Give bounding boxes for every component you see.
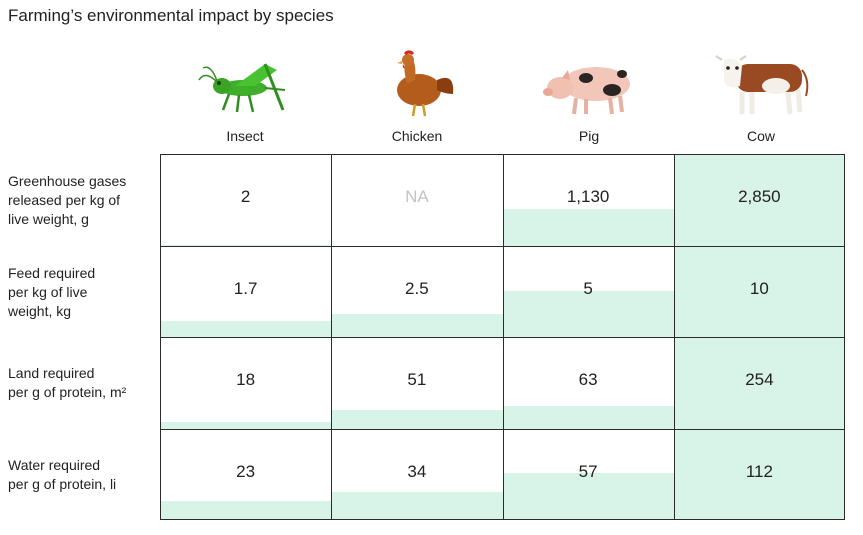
row-label-feed-required: Feed required per kg of live weight, kg (8, 264, 158, 321)
cell-value: 34 (407, 461, 427, 481)
table-cell: NA (331, 154, 503, 246)
grid-line-horizontal (160, 154, 845, 155)
value-bar (160, 501, 332, 520)
table-cell: 23 (160, 428, 332, 520)
cell-value: 5 (583, 278, 593, 298)
cell-value: 57 (578, 461, 598, 481)
table-cell: 2.5 (331, 245, 503, 337)
column-label-chicken: Chicken (391, 128, 443, 144)
grasshopper-icon (160, 50, 330, 122)
table-cell: 254 (673, 337, 845, 429)
chart-title: Farming’s environmental impact by specie… (8, 6, 334, 25)
table-cell: 5 (502, 245, 674, 337)
value-bar (673, 245, 845, 337)
value-bar (673, 428, 845, 520)
value-bar (502, 291, 674, 337)
table-cell: 63 (502, 337, 674, 429)
value-bar (673, 337, 845, 429)
cell-value: 2 (240, 187, 251, 206)
row-label-line: Greenhouse gases (8, 173, 127, 189)
cell-value: NA (405, 187, 429, 206)
table-cell: 18 (160, 337, 332, 429)
table-cell: 2,850 (673, 154, 845, 246)
row-label-greenhouse-gases: Greenhouse gases released per kg of live… (8, 172, 158, 229)
chicken-icon (332, 50, 502, 122)
cell-value: 2,850 (738, 187, 781, 206)
row-label-line: Feed required (8, 265, 96, 281)
row-label-water-required: Water required per g of protein, li (8, 456, 158, 494)
value-bar (502, 209, 674, 246)
grid-line-horizontal (160, 337, 845, 338)
value-bar (502, 405, 674, 429)
row-label-land-required: Land required per g of protein, m² (8, 364, 158, 402)
grid-line-horizontal (160, 519, 845, 520)
cell-value: 63 (578, 370, 598, 389)
data-table: 2 NA 1,130 2,850 1.7 2.5 5 10 18 51 63 254 23 34 57 112 (160, 154, 845, 520)
cell-value: 10 (749, 278, 769, 298)
column-label-insect: Insect (226, 128, 264, 144)
row-label-line: per g of protein, li (8, 476, 117, 492)
grid-line-horizontal (160, 428, 845, 430)
grid-line-horizontal (160, 245, 845, 247)
cell-value: 2.5 (405, 278, 429, 298)
table-cell: 34 (331, 428, 503, 520)
value-bar (673, 154, 845, 246)
cow-icon (676, 50, 846, 122)
table-cell: 2 (160, 154, 332, 246)
value-bar (160, 422, 332, 429)
cell-value: 254 (745, 370, 774, 389)
value-bar (502, 473, 674, 520)
value-bar (331, 314, 503, 337)
row-label-line: released per kg of (8, 192, 121, 208)
row-label-line: Land required (8, 365, 95, 381)
pig-icon (504, 50, 674, 122)
table-cell: 1,130 (502, 154, 674, 246)
value-bar (331, 410, 503, 429)
row-label-line: live weight, g (8, 211, 89, 227)
table-cell: 112 (673, 428, 845, 520)
table-cell: 57 (502, 428, 674, 520)
row-label-line: per g of protein, m² (8, 384, 127, 400)
table-cell: 51 (331, 337, 503, 429)
value-bar (331, 492, 503, 520)
cell-value: 112 (745, 461, 773, 481)
cell-value: 1,130 (566, 187, 610, 206)
row-label-line: Water required (8, 457, 101, 473)
cell-value: 1.7 (233, 278, 258, 298)
row-label-line: weight, kg (8, 303, 72, 319)
cell-value: 51 (407, 370, 427, 389)
column-label-cow: Cow (746, 128, 775, 144)
table-cell: 1.7 (160, 245, 332, 337)
cell-value: 18 (236, 370, 256, 389)
row-label-line: per kg of live (8, 284, 88, 300)
column-label-pig: Pig (578, 128, 600, 144)
cell-value: 23 (236, 461, 256, 481)
table-cell: 10 (673, 245, 845, 337)
value-bar (160, 321, 332, 337)
